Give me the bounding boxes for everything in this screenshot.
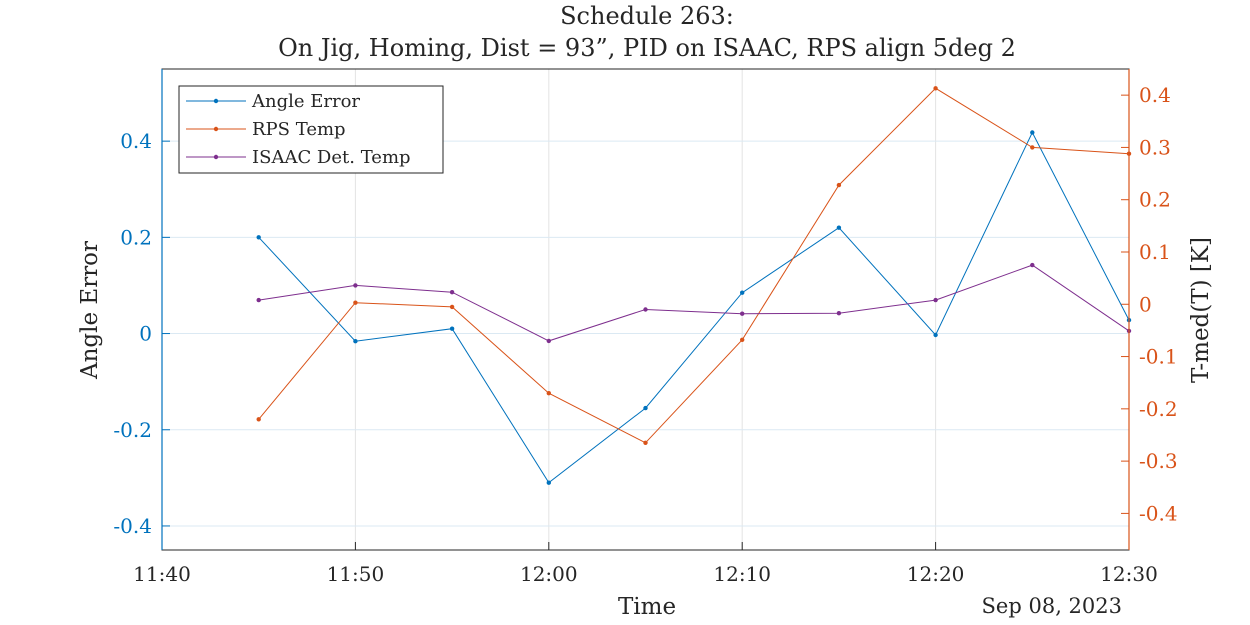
right-tick-label: 0.3 — [1139, 135, 1171, 159]
left-tick-label: 0.4 — [120, 129, 152, 153]
left-tick-label: 0.2 — [120, 225, 152, 249]
isaac-det-temp-point — [643, 307, 648, 312]
x-tick-label: 11:40 — [133, 562, 191, 586]
angle-error-line — [258, 131, 1130, 484]
right-axis-label: T-med(T) [K] — [1188, 237, 1214, 383]
chart-title: Schedule 263: — [560, 2, 734, 30]
right-tick-label: -0.3 — [1139, 449, 1178, 473]
rps-temp-point — [449, 304, 455, 310]
legend-label-isaac-det-temp: ISAAC Det. Temp — [252, 147, 411, 168]
angle-error-point — [933, 332, 938, 338]
date-label: Sep 08, 2023 — [982, 594, 1122, 618]
rps-temp-point — [546, 391, 551, 396]
angle-error-point — [836, 225, 842, 230]
angle-error-point — [546, 480, 551, 485]
x-axis-label: Time — [618, 594, 676, 620]
right-tick-label: -0.2 — [1139, 397, 1178, 421]
rps-temp-point — [933, 86, 938, 91]
right-axis-ticks: -0.4 -0.3 -0.2 -0.1 0 0.1 0.2 0.3 0.4 — [1121, 83, 1178, 525]
angle-error-point — [740, 290, 745, 295]
angle-error-point — [256, 235, 261, 240]
left-tick-label: -0.2 — [113, 418, 152, 442]
isaac-det-temp-line — [258, 264, 1130, 342]
left-tick-label: 0 — [139, 322, 152, 346]
left-tick-label: -0.4 — [113, 514, 152, 538]
x-tick-label: 11:50 — [327, 562, 385, 586]
isaac-det-temp-point — [933, 297, 938, 303]
x-axis-ticks: 11:40 11:50 12:00 12:10 12:20 12:30 — [133, 542, 1158, 586]
right-tick-label: 0 — [1139, 292, 1152, 316]
right-tick-label: 0.4 — [1139, 83, 1171, 107]
rps-temp-point — [1030, 145, 1035, 150]
right-tick-label: -0.1 — [1139, 345, 1178, 369]
left-axis-ticks: -0.4 -0.2 0 0.2 0.4 — [113, 129, 170, 538]
legend-label-angle-error: Angle Error — [251, 91, 360, 112]
legend-marker-isaac-det-temp — [213, 154, 219, 160]
x-tick-label: 12:30 — [1100, 562, 1158, 586]
angle-error-point — [1030, 130, 1035, 135]
chart-subtitle: On Jig, Homing, Dist = 93”, PID on ISAAC… — [278, 34, 1016, 62]
isaac-det-temp-point — [836, 311, 842, 316]
angle-error-point — [353, 339, 358, 344]
series-lines — [256, 86, 1132, 485]
left-axis-label: Angle Error — [77, 241, 103, 380]
right-tick-label: -0.4 — [1139, 501, 1178, 525]
legend-marker-angle-error — [213, 98, 219, 104]
rps-temp-line — [258, 87, 1130, 444]
rps-temp-point — [256, 417, 261, 422]
rps-temp-point — [643, 440, 648, 445]
rps-temp-point — [740, 337, 745, 342]
angle-error-point — [449, 326, 455, 331]
rps-temp-point — [353, 300, 358, 305]
isaac-det-temp-point — [449, 290, 455, 295]
legend-label-rps-temp: RPS Temp — [252, 119, 346, 140]
isaac-det-temp-point — [740, 311, 745, 316]
isaac-det-temp-point — [256, 297, 261, 303]
legend: Angle Error RPS Temp ISAAC Det. Temp — [178, 85, 444, 174]
x-tick-label: 12:10 — [713, 562, 771, 586]
isaac-det-temp-point — [1030, 262, 1035, 268]
isaac-det-temp-point — [546, 338, 551, 344]
x-tick-label: 12:00 — [520, 562, 578, 586]
legend-marker-rps-temp — [213, 126, 219, 132]
right-tick-label: 0.2 — [1139, 188, 1171, 212]
isaac-det-temp-point — [353, 283, 358, 288]
angle-error-point — [643, 405, 648, 411]
rps-temp-point — [836, 182, 842, 188]
x-tick-label: 12:20 — [907, 562, 965, 586]
right-tick-label: 0.1 — [1139, 240, 1171, 264]
